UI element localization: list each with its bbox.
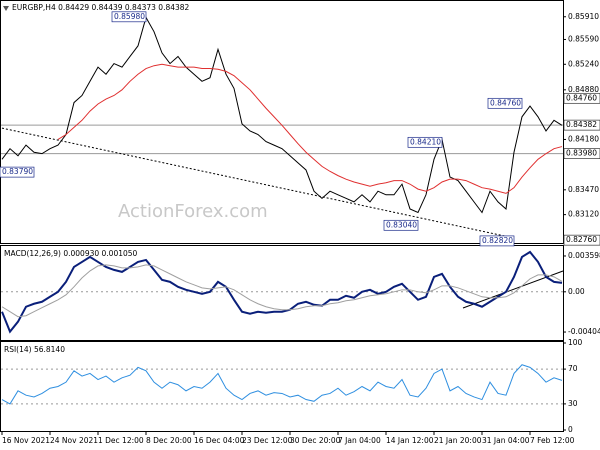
watermark: ActionForex.com (118, 201, 268, 222)
y-tick-label: 0.85590 (568, 34, 599, 43)
trendline (1, 127, 515, 239)
y-tick-label: 0.85910 (568, 12, 599, 21)
annotation-label: 0.83790 (2, 167, 33, 176)
x-tick-label: 16 Nov 2021 (2, 436, 50, 445)
price-level-label: 0.83980 (566, 149, 597, 158)
y-tick-label: 0.83120 (568, 210, 599, 219)
y-tick-label: 0.003598 (568, 251, 600, 260)
series-line (1, 250, 563, 334)
y-tick-label: 0.85240 (568, 59, 599, 68)
annotation-label: 0.83040 (386, 220, 417, 229)
x-tick-label: 21 Jan 20:00 (434, 436, 482, 445)
series-line (1, 364, 563, 405)
price-marker-label: 0.82760 (566, 235, 597, 244)
y-tick-label: -0.00404 (568, 327, 600, 336)
series-line (1, 16, 563, 214)
price-marker-box (563, 92, 600, 104)
y-tick-label: 0.84880 (568, 85, 599, 94)
annotation-label: 0.84210 (410, 137, 441, 146)
price-level-box (563, 148, 600, 159)
x-tick-label: 23 Dec 12:00 (242, 436, 293, 445)
y-tick-label: 70 (568, 364, 578, 373)
annotation-box (111, 11, 147, 23)
panel-title: MACD(12,26,9) 0.000930 0.001050 (4, 249, 138, 258)
y-tick-label: 0 (568, 425, 573, 434)
series-line (57, 63, 563, 194)
y-tick-label: 0.84180 (568, 134, 599, 143)
price-level-box (563, 119, 600, 131)
x-tick-label: 31 Jan 04:00 (482, 436, 530, 445)
annotation-box (0, 166, 35, 178)
price-marker-box (563, 234, 600, 246)
x-tick-label: 7 Feb 12:00 (530, 436, 575, 445)
annotation-label: 0.84760 (490, 98, 521, 107)
x-tick-label: 14 Jan 12:00 (386, 436, 434, 445)
price-panel-frame (0, 0, 564, 244)
x-tick-label: 7 Jan 04:00 (338, 436, 381, 445)
annotation-box (479, 235, 515, 247)
x-tick-label: 1 Dec 12:00 (98, 436, 144, 445)
rsi-panel-frame (0, 341, 564, 432)
annotation-label: 0.82820 (482, 236, 513, 245)
y-tick-label: 30 (568, 399, 578, 408)
panel-title: RSI(14) 56.8140 (4, 345, 65, 354)
y-tick-label: 0.83470 (568, 185, 599, 194)
x-tick-label: 16 Dec 04:00 (194, 436, 245, 445)
symbol-icon (3, 6, 9, 11)
price-level-label: 0.84382 (566, 120, 597, 129)
annotation-box (407, 136, 443, 148)
price-marker-label: 0.84760 (566, 93, 597, 102)
annotation-label: 0.85980 (114, 12, 145, 21)
annotation-box (383, 219, 419, 231)
series-line (1, 264, 563, 318)
x-tick-label: 24 Nov 2021 (50, 436, 98, 445)
annotation-box (487, 97, 523, 109)
panel-title: EURGBP,H4 0.84429 0.84439 0.84373 0.8438… (12, 3, 190, 12)
y-tick-label: 100 (568, 338, 583, 347)
macd-panel-frame (0, 245, 564, 341)
y-tick-label: 0.00 (568, 287, 585, 296)
x-tick-label: 30 Dec 20:00 (290, 436, 341, 445)
x-tick-label: 8 Dec 20:00 (146, 436, 192, 445)
